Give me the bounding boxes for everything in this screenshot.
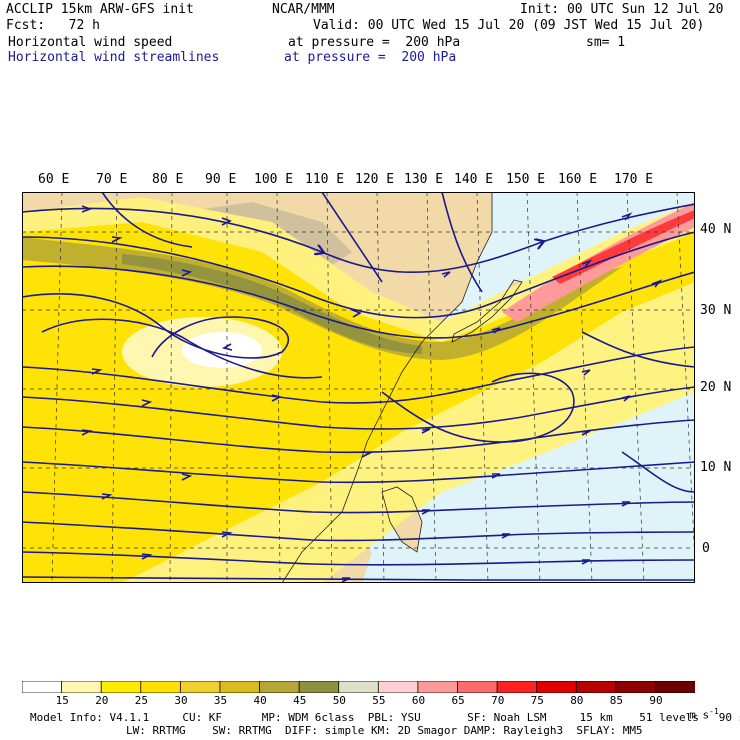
header-valid-time: Valid: 00 UTC Wed 15 Jul 20 (09 JST Wed … [313, 18, 705, 33]
footer-model-info: Model Info: V4.1.1 CU: KF MP: WDM 6class… [30, 711, 740, 724]
lon-label: 100 E [254, 172, 294, 187]
lon-label: 140 E [454, 172, 494, 187]
lon-label: 130 E [404, 172, 444, 187]
field1-smoothing: sm= 1 [586, 35, 626, 50]
header-forecast-hour: Fcst: 72 h [6, 18, 100, 33]
colorbar-swatch [140, 681, 182, 693]
streamlines [22, 192, 695, 581]
lon-label: 70 E [96, 172, 128, 187]
footer-physics-info: LW: RRTMG SW: RRTMG DIFF: simple KM: 2D … [126, 724, 643, 737]
colorbar-level-label: 25 [134, 694, 149, 707]
header-init-time: Init: 00 UTC Sun 12 Jul 20 [520, 2, 724, 17]
lon-label: 150 E [506, 172, 546, 187]
colorbar-swatch [298, 681, 340, 693]
field2-name: Horizontal wind streamlines [8, 50, 220, 65]
lon-label: 80 E [152, 172, 184, 187]
colorbar-level-label: 90 [649, 694, 663, 707]
colorbar-swatch [655, 681, 695, 693]
colorbar-level-label: 85 [609, 694, 624, 707]
colorbar-swatch [61, 681, 103, 693]
colorbar-level-label: 50 [332, 694, 346, 707]
colorbar-level-label: 20 [95, 694, 109, 707]
colorbar-level-label: 15 [55, 694, 69, 707]
anticyclone-center [182, 332, 262, 368]
colorbar-swatch [417, 681, 459, 693]
wind-map [22, 192, 695, 583]
colorbar-swatch [615, 681, 657, 693]
header-line1-left: ACCLIP 15km ARW-GFS init [6, 2, 194, 17]
field1-name: Horizontal wind speed [8, 35, 173, 50]
colorbar-level-label: 55 [372, 694, 386, 707]
coastlines [281, 192, 523, 583]
stream-arrows [81, 205, 663, 583]
lon-label: 110 E [305, 172, 345, 187]
colorbar-level-label: 75 [530, 694, 544, 707]
lat-label: 10 N [700, 460, 732, 475]
jet-core-strong [122, 254, 422, 354]
colorbar-level-label: 35 [213, 694, 228, 707]
lat-label: 20 N [700, 380, 732, 395]
lat-label: 30 N [700, 303, 732, 318]
lat-label: 0 [702, 541, 710, 556]
lon-label: 90 E [205, 172, 237, 187]
jet-streak-max [552, 210, 695, 284]
colorbar-level-label: 60 [411, 694, 426, 707]
colorbar-swatch [100, 681, 142, 693]
colorbar-level-label: 70 [491, 694, 505, 707]
lon-label: 160 E [558, 172, 598, 187]
lat-label: 40 N [700, 222, 732, 237]
colorbar-swatch [259, 681, 301, 693]
map-frame [22, 192, 695, 583]
colorbar-level-label: 30 [174, 694, 188, 707]
lon-label: 170 E [614, 172, 654, 187]
colorbar-level-label: 80 [570, 694, 584, 707]
colorbar-swatch [496, 681, 538, 693]
colorbar-swatch [219, 681, 261, 693]
colorbar-swatch [179, 681, 221, 693]
colorbar-units: m s-1 [689, 707, 719, 722]
header-line1-center: NCAR/MMM [272, 2, 335, 17]
colorbar-level-label: 40 [253, 694, 267, 707]
field1-level: at pressure = 200 hPa [288, 35, 461, 50]
colorbar-swatch [457, 681, 498, 693]
colorbar [22, 681, 695, 693]
lon-label: 60 E [38, 172, 70, 187]
colorbar-swatch [22, 681, 63, 693]
colorbar-swatch [536, 681, 578, 693]
colorbar-swatch [338, 681, 380, 693]
colorbar-level-label: 65 [451, 694, 465, 707]
colorbar-swatch [575, 681, 617, 693]
colorbar-level-label: 45 [293, 694, 307, 707]
colorbar-swatch [377, 681, 419, 693]
lon-label: 120 E [355, 172, 395, 187]
field2-level: at pressure = 200 hPa [284, 50, 457, 65]
colorbar-labels: 15 20 25 30 35 40 45 50 55 60 65 70 75 80 85 90 [22, 695, 712, 709]
